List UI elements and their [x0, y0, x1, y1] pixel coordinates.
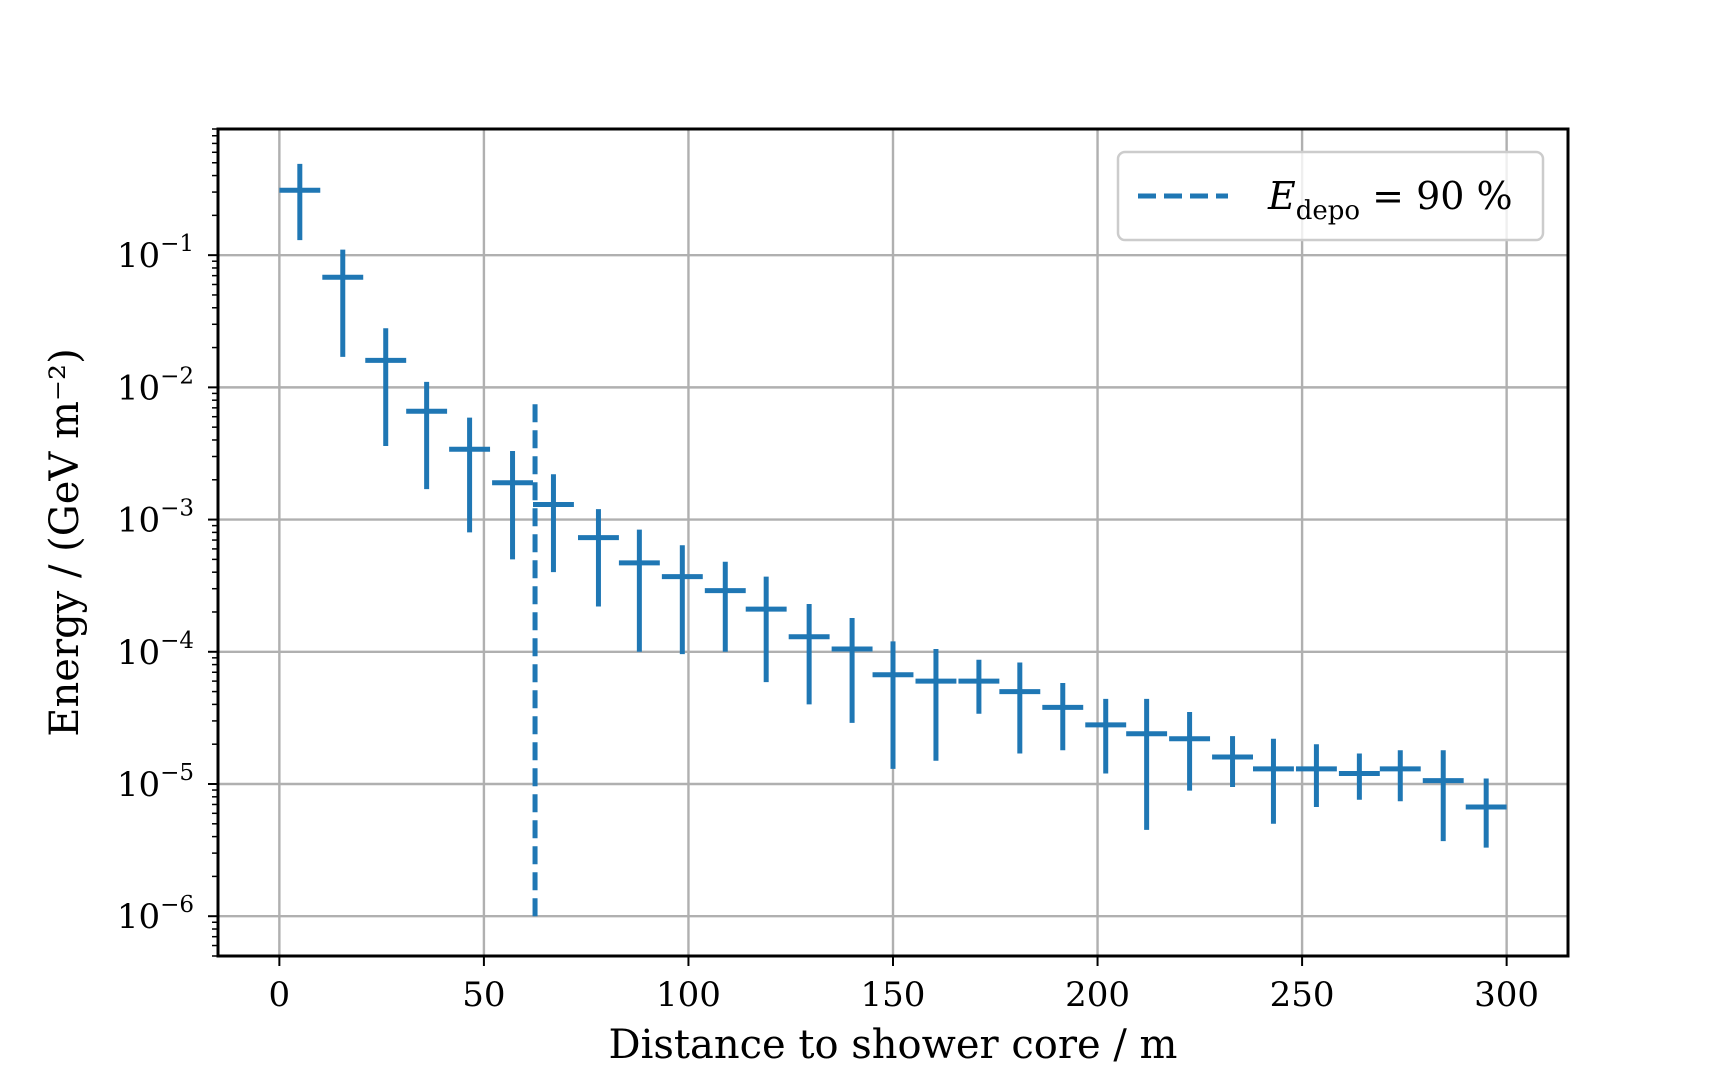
- data-point: [279, 163, 321, 241]
- data-point: [958, 659, 1000, 714]
- data-point: [788, 603, 830, 705]
- x-tick-label: 150: [861, 975, 926, 1015]
- x-tick-label: 250: [1270, 975, 1335, 1015]
- x-tick-label: 0: [269, 975, 291, 1015]
- data-point: [1295, 744, 1337, 807]
- x-axis-label: Distance to shower core / m: [609, 1022, 1178, 1068]
- data-point: [831, 618, 873, 723]
- y-tick-label: 10−1: [117, 231, 194, 276]
- y-axis-label: Energy / (GeV m⁻²): [42, 348, 88, 736]
- data-point: [1379, 750, 1421, 802]
- data-point: [1422, 750, 1464, 842]
- data-point: [999, 662, 1041, 754]
- data-point: [661, 545, 703, 655]
- x-tick-label: 100: [656, 975, 721, 1015]
- data-point: [406, 381, 448, 490]
- data-point: [1126, 698, 1168, 830]
- data-point: [1253, 738, 1294, 824]
- data-point: [1338, 753, 1380, 800]
- data-point: [578, 509, 619, 607]
- x-tick-label: 300: [1474, 975, 1539, 1015]
- data-point: [449, 417, 491, 533]
- y-tick-label: 10−3: [117, 496, 194, 541]
- y-tick-label: 10−6: [117, 892, 194, 937]
- y-tick-label: 10−4: [117, 628, 194, 673]
- data-point: [1085, 698, 1127, 774]
- data-point: [915, 648, 957, 761]
- legend-box: [1116, 150, 1545, 242]
- plot-data: [279, 163, 1507, 917]
- data-point: [492, 451, 533, 560]
- y-tick-label: 10−5: [117, 760, 194, 805]
- legend: Edepo = 90 %: [1116, 150, 1545, 242]
- x-tick-label: 50: [462, 975, 505, 1015]
- x-tick-label: 200: [1065, 975, 1130, 1015]
- data-point: [1169, 712, 1211, 791]
- data-point: [322, 249, 364, 357]
- data-point: [618, 529, 660, 652]
- y-tick-label: 10−2: [117, 363, 194, 408]
- data-point: [704, 561, 746, 652]
- data-point: [1465, 778, 1507, 848]
- data-point: [1212, 736, 1253, 787]
- legend-label: Edepo = 90 %: [1267, 174, 1513, 226]
- data-point: [872, 641, 914, 769]
- data-point: [533, 474, 574, 573]
- data-point: [365, 328, 407, 447]
- data-point: [1042, 683, 1084, 751]
- data-point: [745, 576, 787, 683]
- axes: 0 50 100 150 200 250 300 10−1 10−2 10−3 10−4 10−5 10…: [117, 127, 1570, 1015]
